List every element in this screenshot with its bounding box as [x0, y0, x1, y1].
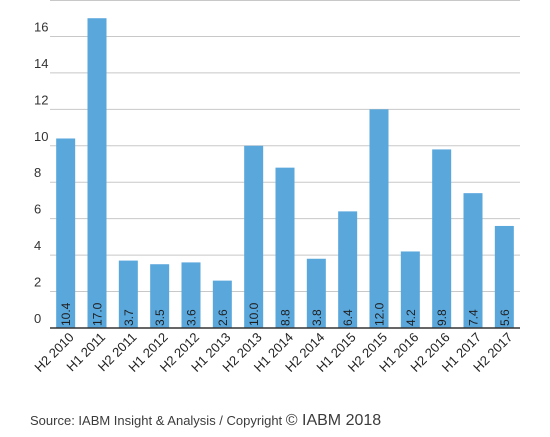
bar [369, 109, 389, 328]
bar [338, 211, 358, 328]
bar [432, 149, 452, 328]
bar [463, 193, 483, 328]
source-text: Source: IABM Insight & Analysis / Copyri… [30, 413, 286, 428]
data-label: 12.0 [373, 302, 387, 326]
bar [275, 167, 295, 328]
data-label: 8.8 [279, 309, 293, 326]
y-tick-label: 10 [34, 129, 48, 144]
data-label: 3.5 [153, 309, 167, 326]
bar [244, 145, 264, 328]
data-label: 9.8 [435, 309, 449, 326]
data-label: 10.0 [247, 302, 261, 326]
data-label: 7.4 [467, 309, 481, 326]
bar [118, 260, 138, 328]
data-label: 10.4 [59, 302, 73, 326]
y-tick-label: 16 [34, 19, 48, 34]
y-tick-label: 4 [34, 238, 41, 253]
y-tick-label: 8 [34, 165, 41, 180]
data-label: 3.7 [122, 309, 136, 326]
y-tick-label: 6 [34, 202, 41, 217]
bar [494, 225, 514, 328]
bar [181, 262, 201, 328]
data-label: 17.0 [91, 302, 105, 326]
data-label: 3.8 [310, 309, 324, 326]
y-tick-label: 14 [34, 56, 48, 71]
y-tick-label: 0 [34, 311, 41, 326]
bar [56, 138, 76, 328]
bar [306, 258, 326, 328]
data-label: 3.6 [185, 309, 199, 326]
data-label: 5.6 [498, 309, 512, 326]
y-tick-label: 12 [34, 92, 48, 107]
data-label: 6.4 [341, 309, 355, 326]
data-label: 2.6 [216, 309, 230, 326]
bar [150, 264, 170, 328]
bar [87, 18, 107, 328]
bar [400, 251, 420, 328]
bar [212, 280, 232, 328]
copyright-brand: © IABM 2018 [285, 412, 382, 429]
y-tick-label: 2 [34, 275, 41, 290]
source-note: Source: IABM Insight & Analysis / Copyri… [30, 412, 381, 430]
data-label: 4.2 [404, 309, 418, 326]
